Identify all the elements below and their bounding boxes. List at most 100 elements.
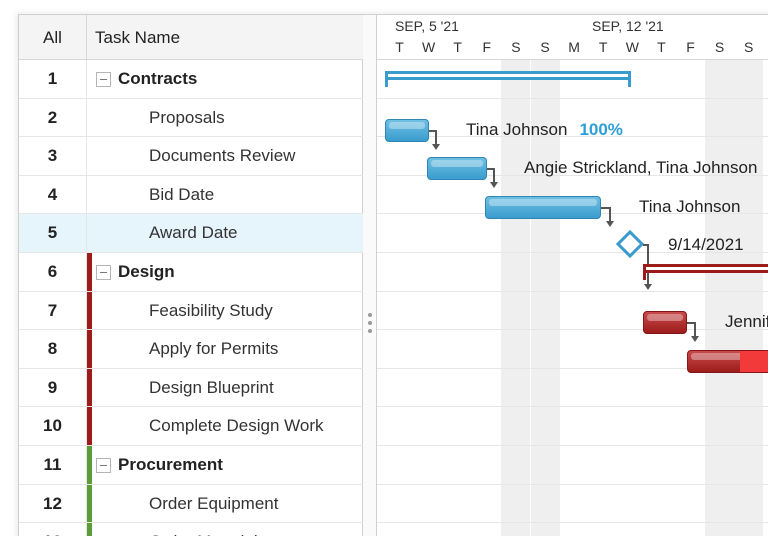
task-row[interactable]: 9 Design Blueprint	[19, 368, 363, 408]
row-number: 5	[19, 214, 87, 252]
task-row[interactable]: 8 Apply for Permits	[19, 330, 363, 369]
day-label: T	[395, 39, 404, 55]
day-label: S	[714, 39, 725, 55]
week-label: SEP, 12 '21	[592, 18, 664, 34]
task-name[interactable]: Bid Date	[149, 184, 215, 204]
day-label: W	[625, 39, 639, 55]
task-name[interactable]: Documents Review	[149, 146, 296, 166]
weekend-shade	[501, 60, 531, 536]
weekend-shade	[705, 60, 735, 536]
task-row[interactable]: 13 Order Materials	[19, 523, 363, 536]
task-name[interactable]: Procurement	[118, 454, 223, 474]
row-number: 10	[19, 407, 87, 445]
day-label: S	[744, 39, 754, 55]
pane-splitter[interactable]	[363, 15, 377, 536]
row-gridline	[377, 483, 768, 485]
task-name[interactable]: Contracts	[118, 69, 198, 88]
row-color-strip	[87, 368, 92, 407]
row-color-strip	[87, 407, 92, 445]
task-row[interactable]: 12 Order Equipment	[19, 484, 363, 524]
day-label: W	[421, 39, 436, 55]
gantt-chart: All Task Name 1 Contracts 2 Proposals 3 Docum…	[18, 14, 768, 536]
row-gridline	[377, 136, 768, 138]
chart-body: Tina Johnson 100% Angie Strickland, Tina …	[377, 60, 768, 536]
task-name[interactable]: Award Date	[149, 223, 238, 243]
collapse-icon[interactable]	[96, 457, 111, 473]
row-color-strip	[87, 484, 92, 523]
proposals-percent: 100%	[579, 120, 623, 139]
day-label: S	[540, 39, 550, 55]
task-row[interactable]: 11 Procurement	[19, 445, 363, 485]
row-number: 9	[19, 368, 87, 407]
award-date-milestone[interactable]	[615, 229, 645, 259]
row-color-strip	[87, 523, 92, 536]
timescale-header: SEP, 5 '21 SEP, 12 '21 T W T F S S M T W T F S S	[377, 15, 768, 60]
documents-review-bar[interactable]	[427, 157, 487, 180]
task-row[interactable]: 4 Bid Date	[19, 175, 363, 215]
feasibility-study-label: Jennifer	[725, 312, 768, 331]
row-number: 3	[19, 137, 87, 175]
row-number: 7	[19, 291, 87, 330]
task-name[interactable]: Order Materials	[149, 523, 266, 536]
row-color-strip	[87, 445, 92, 484]
row-gridline	[377, 367, 768, 369]
day-label: T	[598, 39, 608, 55]
weekend-shade	[734, 60, 764, 536]
task-name[interactable]: Feasibility Study	[149, 300, 273, 320]
row-gridline	[377, 522, 768, 524]
task-name[interactable]: Proposals	[149, 107, 225, 127]
task-name[interactable]: Design Blueprint	[149, 377, 274, 397]
award-date-label: 9/14/2021	[668, 235, 744, 254]
task-grid: All Task Name 1 Contracts 2 Proposals 3 Docum…	[19, 15, 363, 536]
task-row[interactable]: 7 Feasibility Study	[19, 291, 363, 331]
row-number: 8	[19, 330, 87, 368]
day-label: F	[686, 39, 695, 55]
documents-review-label: Angie Strickland, Tina Johnson	[524, 158, 758, 177]
proposals-label: Tina Johnson 100%	[466, 120, 623, 139]
design-summary-bar[interactable]	[643, 264, 768, 280]
task-row[interactable]: 5 Award Date	[19, 214, 363, 253]
row-number: 13	[19, 523, 87, 536]
row-gridline	[377, 406, 768, 408]
contracts-summary-bar[interactable]	[385, 71, 631, 87]
grip-dot	[368, 329, 372, 333]
day-label: T	[453, 39, 462, 55]
collapse-icon[interactable]	[96, 264, 111, 280]
column-header-task-name[interactable]: Task Name	[95, 28, 181, 47]
day-label: S	[511, 39, 521, 55]
row-gridline	[377, 290, 768, 292]
row-number: 12	[19, 484, 87, 523]
task-row[interactable]: 10 Complete Design Work	[19, 407, 363, 446]
row-number: 4	[19, 175, 87, 214]
bid-date-label: Tina Johnson	[639, 197, 741, 216]
feasibility-study-bar[interactable]	[643, 311, 687, 334]
row-number: 11	[19, 445, 87, 484]
task-row[interactable]: 1 Contracts	[19, 60, 363, 99]
week-label: SEP, 5 '21	[395, 18, 459, 34]
task-name[interactable]: Apply for Permits	[149, 339, 279, 359]
row-number: 6	[19, 252, 87, 291]
column-header-all[interactable]: All	[19, 15, 87, 60]
row-gridline	[377, 329, 768, 331]
day-label: T	[657, 39, 666, 55]
task-name[interactable]: Design	[118, 261, 175, 281]
row-gridline	[377, 174, 768, 176]
apply-for-permits-bar[interactable]	[687, 350, 768, 373]
row-number: 1	[19, 60, 87, 98]
proposals-bar[interactable]	[385, 119, 429, 142]
task-row[interactable]: 6 Design	[19, 252, 363, 292]
row-gridline	[377, 252, 768, 253]
task-row[interactable]: 3 Documents Review	[19, 137, 363, 176]
task-name[interactable]: Order Equipment	[149, 493, 279, 513]
grid-rows: 1 Contracts 2 Proposals 3 Documents Review 4 Bi…	[19, 60, 363, 536]
task-row[interactable]: 2 Proposals	[19, 98, 363, 138]
row-color-strip	[87, 291, 92, 330]
row-color-strip	[87, 252, 92, 291]
row-color-strip	[87, 330, 92, 368]
bid-date-bar[interactable]	[485, 196, 601, 219]
collapse-icon[interactable]	[96, 72, 111, 87]
row-number: 2	[19, 98, 87, 137]
grip-dot	[368, 321, 372, 325]
task-name[interactable]: Complete Design Work	[149, 416, 324, 436]
day-label: F	[482, 39, 492, 55]
